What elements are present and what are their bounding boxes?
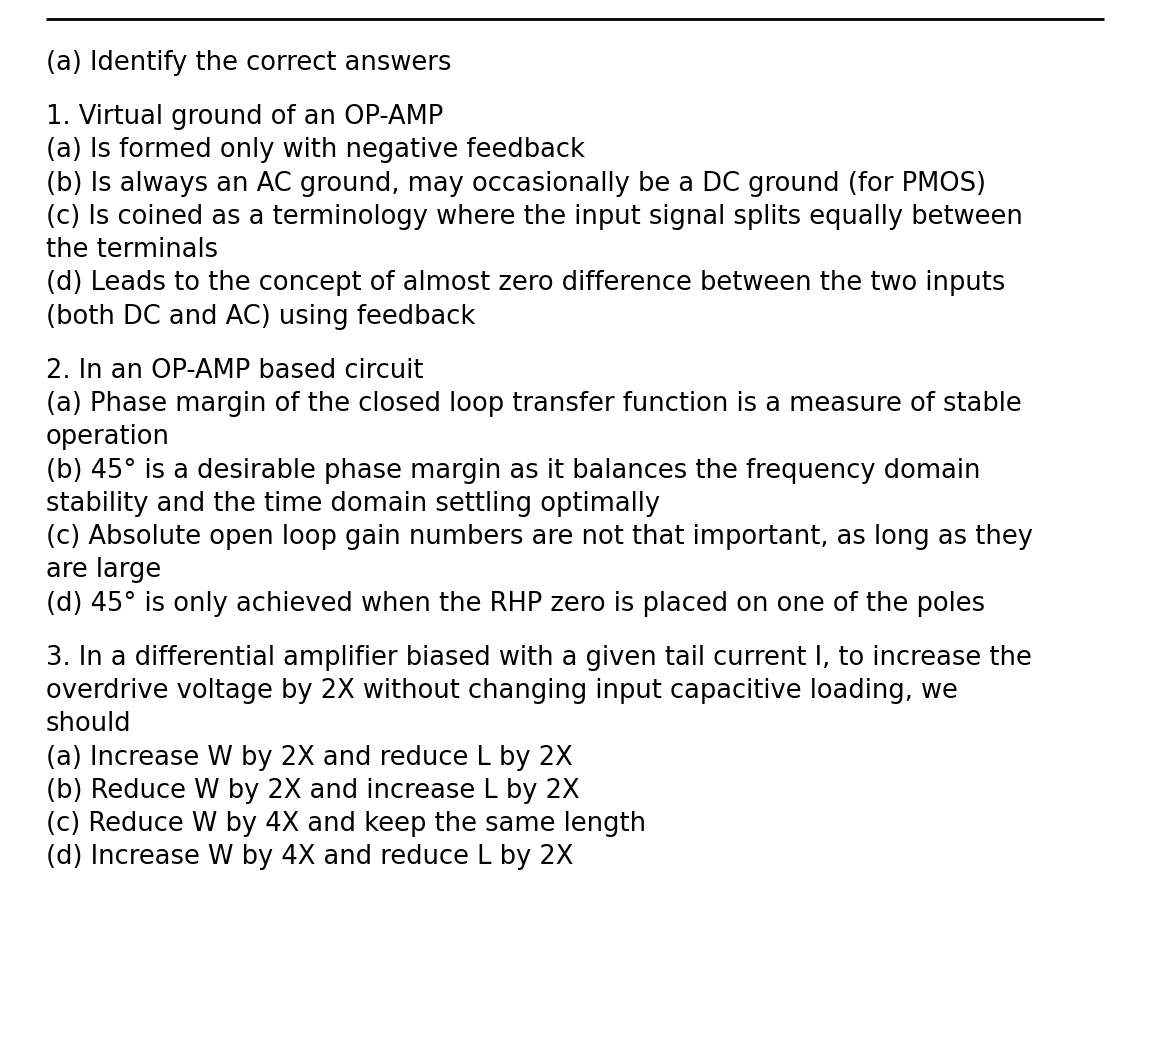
Text: (b) Is always an AC ground, may occasionally be a DC ground (for PMOS): (b) Is always an AC ground, may occasion…	[46, 171, 986, 197]
Text: (d) 45° is only achieved when the RHP zero is placed on one of the poles: (d) 45° is only achieved when the RHP ze…	[46, 591, 986, 617]
Text: (a) Is formed only with negative feedback: (a) Is formed only with negative feedbac…	[46, 137, 585, 163]
Text: (d) Increase W by 4X and reduce L by 2X: (d) Increase W by 4X and reduce L by 2X	[46, 844, 574, 870]
Text: (both DC and AC) using feedback: (both DC and AC) using feedback	[46, 304, 475, 330]
Text: 2. In an OP-AMP based circuit: 2. In an OP-AMP based circuit	[46, 358, 423, 384]
Text: operation: operation	[46, 424, 170, 450]
Text: the terminals: the terminals	[46, 237, 218, 263]
Text: (d) Leads to the concept of almost zero difference between the two inputs: (d) Leads to the concept of almost zero …	[46, 270, 1005, 296]
Text: (b) Reduce W by 2X and increase L by 2X: (b) Reduce W by 2X and increase L by 2X	[46, 778, 580, 804]
Text: stability and the time domain settling optimally: stability and the time domain settling o…	[46, 491, 660, 517]
Text: (c) Absolute open loop gain numbers are not that important, as long as they: (c) Absolute open loop gain numbers are …	[46, 524, 1033, 550]
Text: (c) Is coined as a terminology where the input signal splits equally between: (c) Is coined as a terminology where the…	[46, 204, 1022, 230]
Text: should: should	[46, 711, 131, 737]
Text: 1. Virtual ground of an OP-AMP: 1. Virtual ground of an OP-AMP	[46, 104, 443, 130]
Text: (a) Phase margin of the closed loop transfer function is a measure of stable: (a) Phase margin of the closed loop tran…	[46, 391, 1021, 417]
Text: (a) Increase W by 2X and reduce L by 2X: (a) Increase W by 2X and reduce L by 2X	[46, 745, 573, 771]
Text: (a) Identify the correct answers: (a) Identify the correct answers	[46, 50, 452, 76]
Text: (c) Reduce W by 4X and keep the same length: (c) Reduce W by 4X and keep the same len…	[46, 811, 646, 837]
Text: (b) 45° is a desirable phase margin as it balances the frequency domain: (b) 45° is a desirable phase margin as i…	[46, 458, 981, 484]
Text: overdrive voltage by 2X without changing input capacitive loading, we: overdrive voltage by 2X without changing…	[46, 678, 958, 704]
Text: are large: are large	[46, 557, 161, 583]
Text: 3. In a differential amplifier biased with a given tail current I, to increase t: 3. In a differential amplifier biased wi…	[46, 645, 1032, 671]
